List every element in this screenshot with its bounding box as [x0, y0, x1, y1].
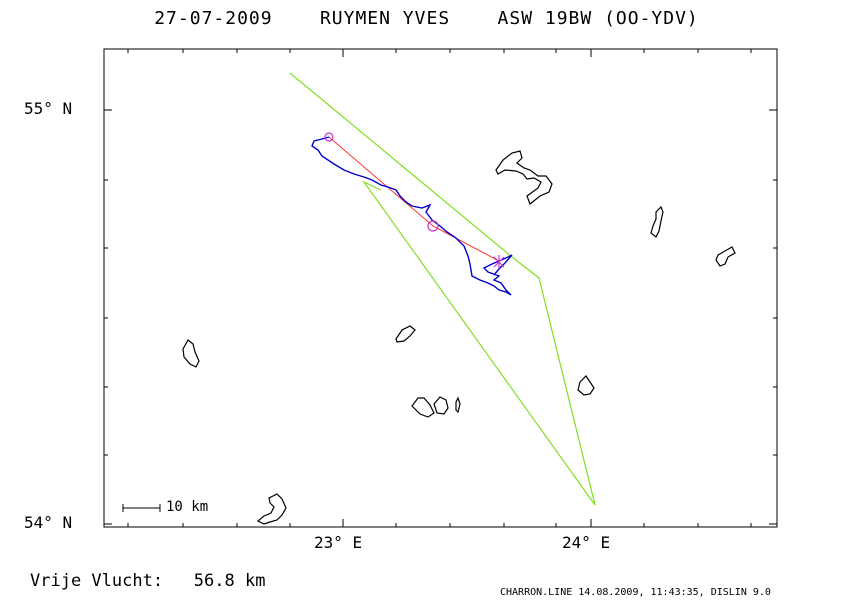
y-tick-54n: 54° N: [24, 513, 73, 532]
x-tick-23e: 23° E: [314, 533, 363, 552]
pilot-name: RUYMEN YVES: [319, 8, 451, 29]
top-ticks: [127, 49, 752, 57]
flight-date: 27-07-2009: [154, 8, 273, 29]
start-marker: [324, 132, 334, 142]
map-frame: [103, 48, 778, 528]
turnpoint-markers: [324, 132, 505, 269]
turnpoint-marker: [427, 220, 439, 232]
lake-southeast: [577, 375, 595, 396]
lake-south-b: [433, 396, 449, 415]
optimized-line: [328, 136, 500, 262]
footer-info: CHARRON.LINE 14.08.2009, 11:43:35, DISLI…: [500, 587, 771, 598]
lake-east: [715, 246, 736, 267]
lake-north: [495, 150, 553, 205]
lake-south-a: [411, 397, 435, 418]
glider-name: ASW 19BW (OO-YDV): [497, 8, 699, 29]
scale-bar: [122, 504, 161, 512]
lake-west: [182, 339, 200, 368]
lake-northeast: [650, 205, 664, 238]
flight-track: [311, 136, 513, 296]
distance-label: Vrije Vlucht:: [30, 571, 164, 591]
map-title: 27-07-2009 RUYMEN YVES ASW 19BW (OO-YDV): [0, 8, 853, 29]
lake-southwest: [256, 493, 287, 525]
x-tick-24e: 24° E: [562, 533, 611, 552]
y-tick-55n: 55° N: [24, 99, 73, 118]
scale-bar-label: 10 km: [166, 499, 209, 515]
bottom-ticks: [127, 519, 752, 527]
lake-south-c: [455, 396, 461, 414]
distance-value: 56.8 km: [193, 571, 266, 591]
lake-center: [395, 325, 416, 343]
right-ticks: [769, 109, 777, 525]
lakes: [182, 150, 736, 525]
free-flight-distance: Vrije Vlucht: 56.8 km: [30, 571, 265, 591]
left-ticks: [104, 109, 112, 525]
task-line: [289, 72, 596, 506]
